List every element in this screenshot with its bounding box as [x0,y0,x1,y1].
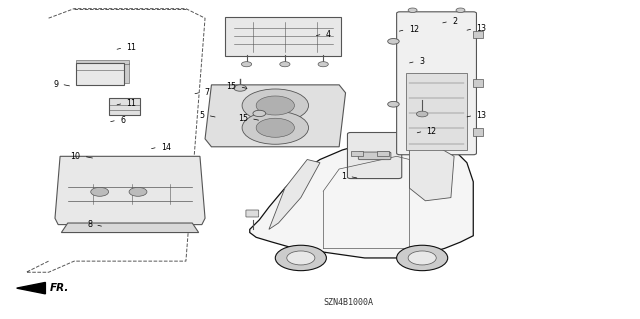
Bar [351,151,364,156]
Bar [473,79,483,87]
Text: 6: 6 [120,115,125,125]
Text: 3: 3 [419,57,424,66]
Circle shape [242,111,308,144]
Text: 15: 15 [237,114,248,123]
Bar [473,128,483,136]
Bar [124,63,129,83]
Text: FR.: FR. [50,283,69,293]
Circle shape [397,245,448,271]
Circle shape [408,251,436,265]
Circle shape [287,251,315,265]
Text: 12: 12 [409,25,419,34]
Text: 9: 9 [53,80,58,89]
Text: 14: 14 [161,143,171,152]
Polygon shape [205,85,346,147]
Text: 4: 4 [326,30,331,39]
Text: 10: 10 [70,152,81,161]
Text: 11: 11 [127,43,136,52]
FancyBboxPatch shape [358,152,391,160]
Circle shape [388,39,399,44]
Text: 11: 11 [127,99,136,108]
Text: 7: 7 [204,88,209,97]
Text: 13: 13 [476,24,486,33]
Bar [378,151,389,156]
Text: 5: 5 [199,111,204,120]
Circle shape [256,96,294,115]
Polygon shape [250,140,473,258]
FancyBboxPatch shape [348,132,402,179]
Circle shape [417,111,428,117]
Circle shape [242,89,308,122]
Text: 8: 8 [87,220,92,229]
Bar [473,31,483,38]
Circle shape [280,62,290,67]
Circle shape [275,245,326,271]
FancyBboxPatch shape [225,17,341,56]
Bar [76,60,129,64]
Text: 13: 13 [476,111,486,120]
FancyBboxPatch shape [246,210,259,217]
Text: 12: 12 [427,127,436,136]
Bar [109,98,140,115]
Circle shape [256,118,294,137]
Text: SZN4B1000A: SZN4B1000A [324,298,374,307]
Text: 15: 15 [226,82,236,91]
Polygon shape [61,223,198,233]
Text: 2: 2 [452,17,458,26]
Circle shape [388,101,399,107]
Circle shape [253,110,266,117]
Bar [406,73,467,150]
Circle shape [318,62,328,67]
Polygon shape [269,160,320,229]
Circle shape [234,85,246,91]
Circle shape [456,8,465,12]
Circle shape [91,187,109,196]
Polygon shape [17,282,45,294]
FancyBboxPatch shape [397,12,476,155]
Polygon shape [55,156,205,225]
Circle shape [129,187,147,196]
Circle shape [408,8,417,12]
Polygon shape [410,145,454,201]
Circle shape [241,62,252,67]
Text: 1: 1 [341,172,346,181]
Bar [76,63,124,85]
